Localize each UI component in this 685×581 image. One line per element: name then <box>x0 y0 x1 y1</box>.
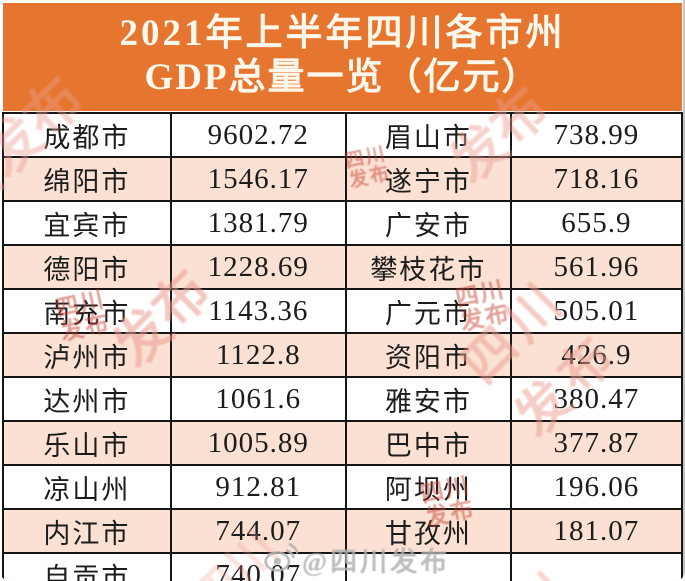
city-cell: 泸州市 <box>2 332 172 378</box>
value-cell: 181.07 <box>509 508 684 554</box>
city-cell: 甘孜州 <box>344 508 512 554</box>
value-cell: 1143.36 <box>169 288 347 334</box>
value-cell <box>509 552 684 581</box>
city-cell: 达州市 <box>2 376 172 422</box>
city-cell: 内江市 <box>2 508 172 554</box>
table-row: 德阳市 1228.69 攀枝花市 561.96 <box>2 244 684 290</box>
table-row: 自贡市 740.07 <box>2 552 684 581</box>
value-cell: 1546.17 <box>169 156 347 202</box>
table-row: 乐山市 1005.89 巴中市 377.87 <box>2 420 684 466</box>
value-cell: 740.07 <box>169 552 347 581</box>
table-row: 泸州市 1122.8 资阳市 426.9 <box>2 332 684 378</box>
value-cell: 9602.72 <box>169 112 347 158</box>
value-cell: 1061.6 <box>169 376 347 422</box>
city-cell: 成都市 <box>2 112 172 158</box>
value-cell: 505.01 <box>509 288 684 334</box>
table-row: 绵阳市 1546.17 遂宁市 718.16 <box>2 156 684 202</box>
value-cell: 1228.69 <box>169 244 347 290</box>
city-cell: 资阳市 <box>344 332 512 378</box>
table-row: 宜宾市 1381.79 广安市 655.9 <box>2 200 684 246</box>
city-cell: 宜宾市 <box>2 200 172 246</box>
table-row: 内江市 744.07 甘孜州 181.07 <box>2 508 684 554</box>
city-cell: 巴中市 <box>344 420 512 466</box>
city-cell: 广元市 <box>344 288 512 334</box>
city-cell: 南充市 <box>2 288 172 334</box>
gdp-table: 成都市 9602.72 眉山市 738.99 绵阳市 1546.17 遂宁市 7… <box>2 112 684 581</box>
value-cell: 1122.8 <box>169 332 347 378</box>
city-cell: 遂宁市 <box>344 156 512 202</box>
table-row: 达州市 1061.6 雅安市 380.47 <box>2 376 684 422</box>
value-cell: 912.81 <box>169 464 347 510</box>
table-row: 南充市 1143.36 广元市 505.01 <box>2 288 684 334</box>
value-cell: 377.87 <box>509 420 684 466</box>
value-cell: 738.99 <box>509 112 684 158</box>
title-line-1: 2021年上半年四川各市州 <box>119 12 566 54</box>
city-cell: 德阳市 <box>2 244 172 290</box>
table-row: 成都市 9602.72 眉山市 738.99 <box>2 112 684 158</box>
city-cell: 攀枝花市 <box>344 244 512 290</box>
city-cell: 阿坝州 <box>344 464 512 510</box>
value-cell: 1381.79 <box>169 200 347 246</box>
table-row: 凉山州 912.81 阿坝州 196.06 <box>2 464 684 510</box>
city-cell: 绵阳市 <box>2 156 172 202</box>
value-cell: 561.96 <box>509 244 684 290</box>
value-cell: 196.06 <box>509 464 684 510</box>
city-cell: 眉山市 <box>344 112 512 158</box>
value-cell: 426.9 <box>509 332 684 378</box>
value-cell: 718.16 <box>509 156 684 202</box>
value-cell: 380.47 <box>509 376 684 422</box>
city-cell: 乐山市 <box>2 420 172 466</box>
city-cell: 广安市 <box>344 200 512 246</box>
city-cell <box>344 552 512 581</box>
title-banner: 2021年上半年四川各市州 GDP总量一览（亿元） <box>3 3 682 111</box>
city-cell: 自贡市 <box>2 552 172 581</box>
city-cell: 凉山州 <box>2 464 172 510</box>
value-cell: 655.9 <box>509 200 684 246</box>
city-cell: 雅安市 <box>344 376 512 422</box>
value-cell: 744.07 <box>169 508 347 554</box>
title-line-2: GDP总量一览（亿元） <box>144 57 541 99</box>
value-cell: 1005.89 <box>169 420 347 466</box>
